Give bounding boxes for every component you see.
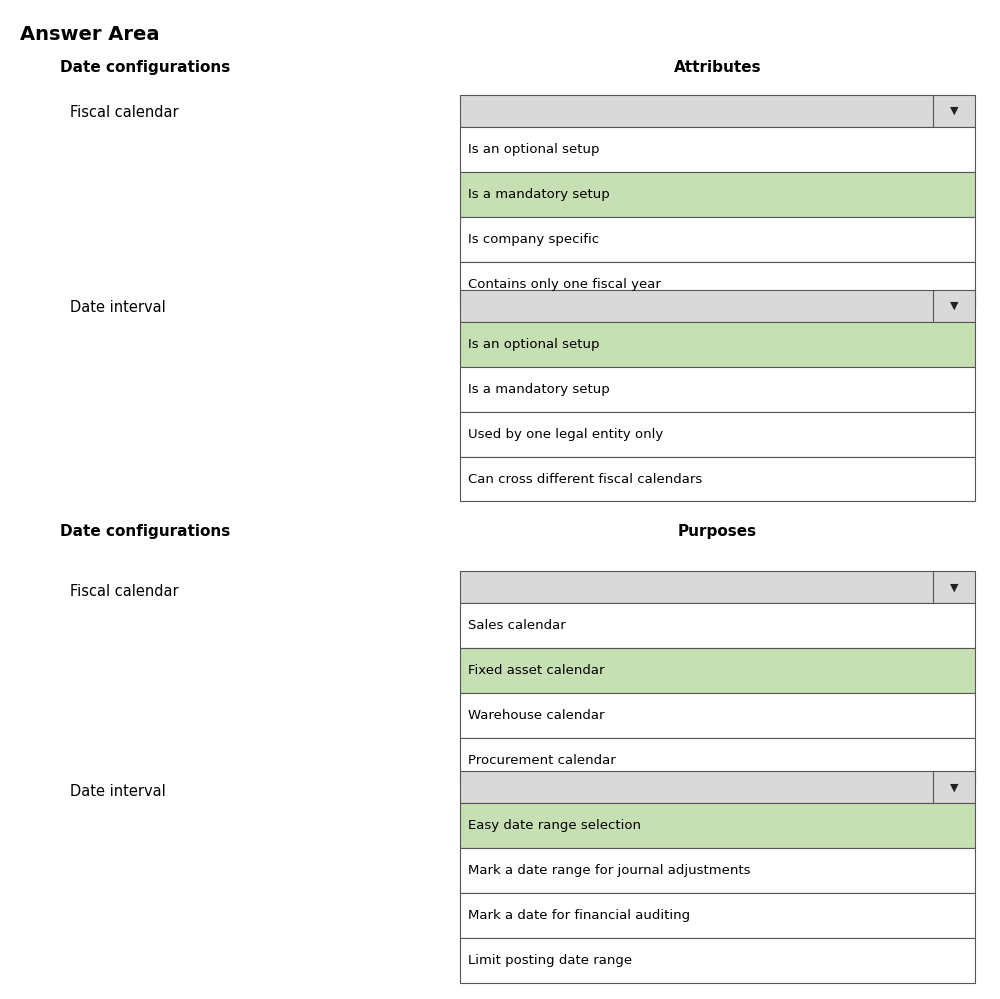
Text: Fiscal calendar: Fiscal calendar [70, 105, 179, 120]
Text: Fixed asset calendar: Fixed asset calendar [468, 664, 604, 677]
Text: Mark a date for financial auditing: Mark a date for financial auditing [468, 909, 690, 922]
Bar [460, 367, 975, 412]
Text: Attributes: Attributes [674, 60, 761, 75]
Text: ▼: ▼ [950, 106, 958, 116]
Text: ▼: ▼ [950, 782, 958, 792]
Text: Answer Area: Answer Area [20, 25, 160, 44]
Text: Date interval: Date interval [70, 784, 166, 799]
Bar [460, 290, 975, 322]
Text: Warehouse calendar: Warehouse calendar [468, 709, 604, 722]
Bar [460, 412, 975, 457]
Text: Date configurations: Date configurations [60, 60, 230, 75]
Text: ▼: ▼ [950, 582, 958, 592]
Bar [460, 693, 975, 738]
Text: Procurement calendar: Procurement calendar [468, 754, 616, 767]
Bar [460, 217, 975, 262]
Text: Is an optional setup: Is an optional setup [468, 143, 600, 156]
Text: Fiscal calendar: Fiscal calendar [70, 584, 179, 599]
Text: Is a mandatory setup: Is a mandatory setup [468, 383, 610, 396]
Bar [460, 322, 975, 367]
Text: Mark a date range for journal adjustments: Mark a date range for journal adjustment… [468, 864, 750, 877]
Bar [460, 771, 975, 803]
Bar [460, 262, 975, 307]
Text: Easy date range selection: Easy date range selection [468, 819, 641, 832]
Bar [460, 127, 975, 172]
Text: Sales calendar: Sales calendar [468, 619, 566, 632]
Bar [460, 457, 975, 501]
Bar [460, 95, 975, 127]
Text: Is company specific: Is company specific [468, 233, 599, 246]
Text: Date interval: Date interval [70, 300, 166, 315]
Text: Limit posting date range: Limit posting date range [468, 954, 632, 967]
Bar [460, 738, 975, 783]
Bar [460, 603, 975, 648]
Bar [460, 803, 975, 848]
Text: Purposes: Purposes [678, 524, 757, 539]
Bar [460, 172, 975, 217]
Text: Contains only one fiscal year: Contains only one fiscal year [468, 278, 661, 291]
Text: ▼: ▼ [950, 301, 958, 311]
Bar [460, 648, 975, 693]
Text: Date configurations: Date configurations [60, 524, 230, 539]
Bar [460, 893, 975, 938]
Text: Is a mandatory setup: Is a mandatory setup [468, 188, 610, 201]
Bar [460, 571, 975, 603]
Bar [460, 938, 975, 983]
Text: Used by one legal entity only: Used by one legal entity only [468, 428, 663, 441]
Text: Can cross different fiscal calendars: Can cross different fiscal calendars [468, 473, 702, 486]
Bar [460, 848, 975, 893]
Text: Is an optional setup: Is an optional setup [468, 338, 600, 351]
